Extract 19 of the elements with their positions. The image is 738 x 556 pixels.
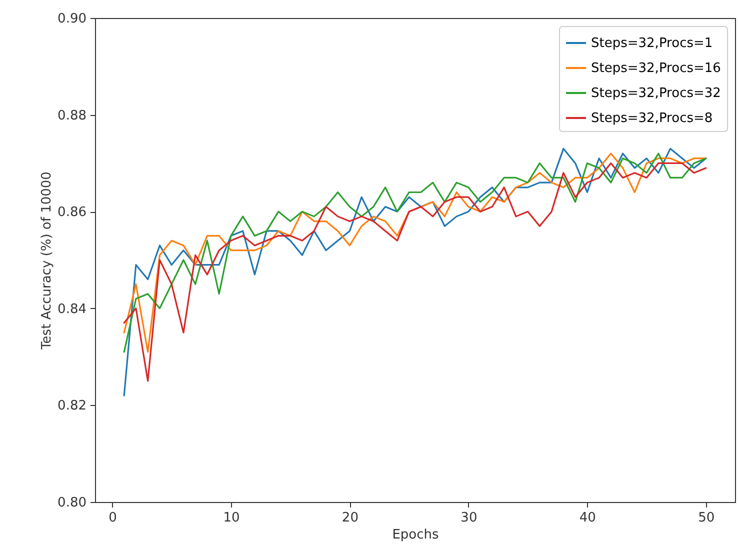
y-tick-label: 0.88 bbox=[58, 108, 86, 124]
x-tick-label: 10 bbox=[223, 510, 240, 526]
x-tick-label: 30 bbox=[460, 510, 478, 526]
y-tick-label: 0.90 bbox=[58, 12, 86, 26]
line-series bbox=[123, 152, 707, 353]
legend-label: Steps=32,Procs=8 bbox=[591, 111, 713, 126]
x-axis-title: Epochs bbox=[392, 528, 440, 542]
y-tick-label: 0.80 bbox=[58, 496, 86, 510]
x-tick-label: 40 bbox=[579, 510, 596, 526]
legend-label: Steps=32,Procs=1 bbox=[591, 36, 713, 51]
y-axis-title: Test Accuracy (%) of 10000 bbox=[40, 172, 55, 350]
x-tick-label: 50 bbox=[698, 510, 715, 526]
legend-label: Steps=32,Procs=16 bbox=[591, 61, 721, 76]
x-tick-label: 0 bbox=[108, 510, 117, 526]
x-tick-label: 20 bbox=[342, 510, 358, 526]
y-tick-label: 0.84 bbox=[58, 302, 86, 317]
y-tick-label: 0.86 bbox=[58, 205, 86, 220]
y-tick-label: 0.82 bbox=[58, 398, 86, 414]
legend-label: Steps=32,Procs=32 bbox=[591, 86, 721, 101]
